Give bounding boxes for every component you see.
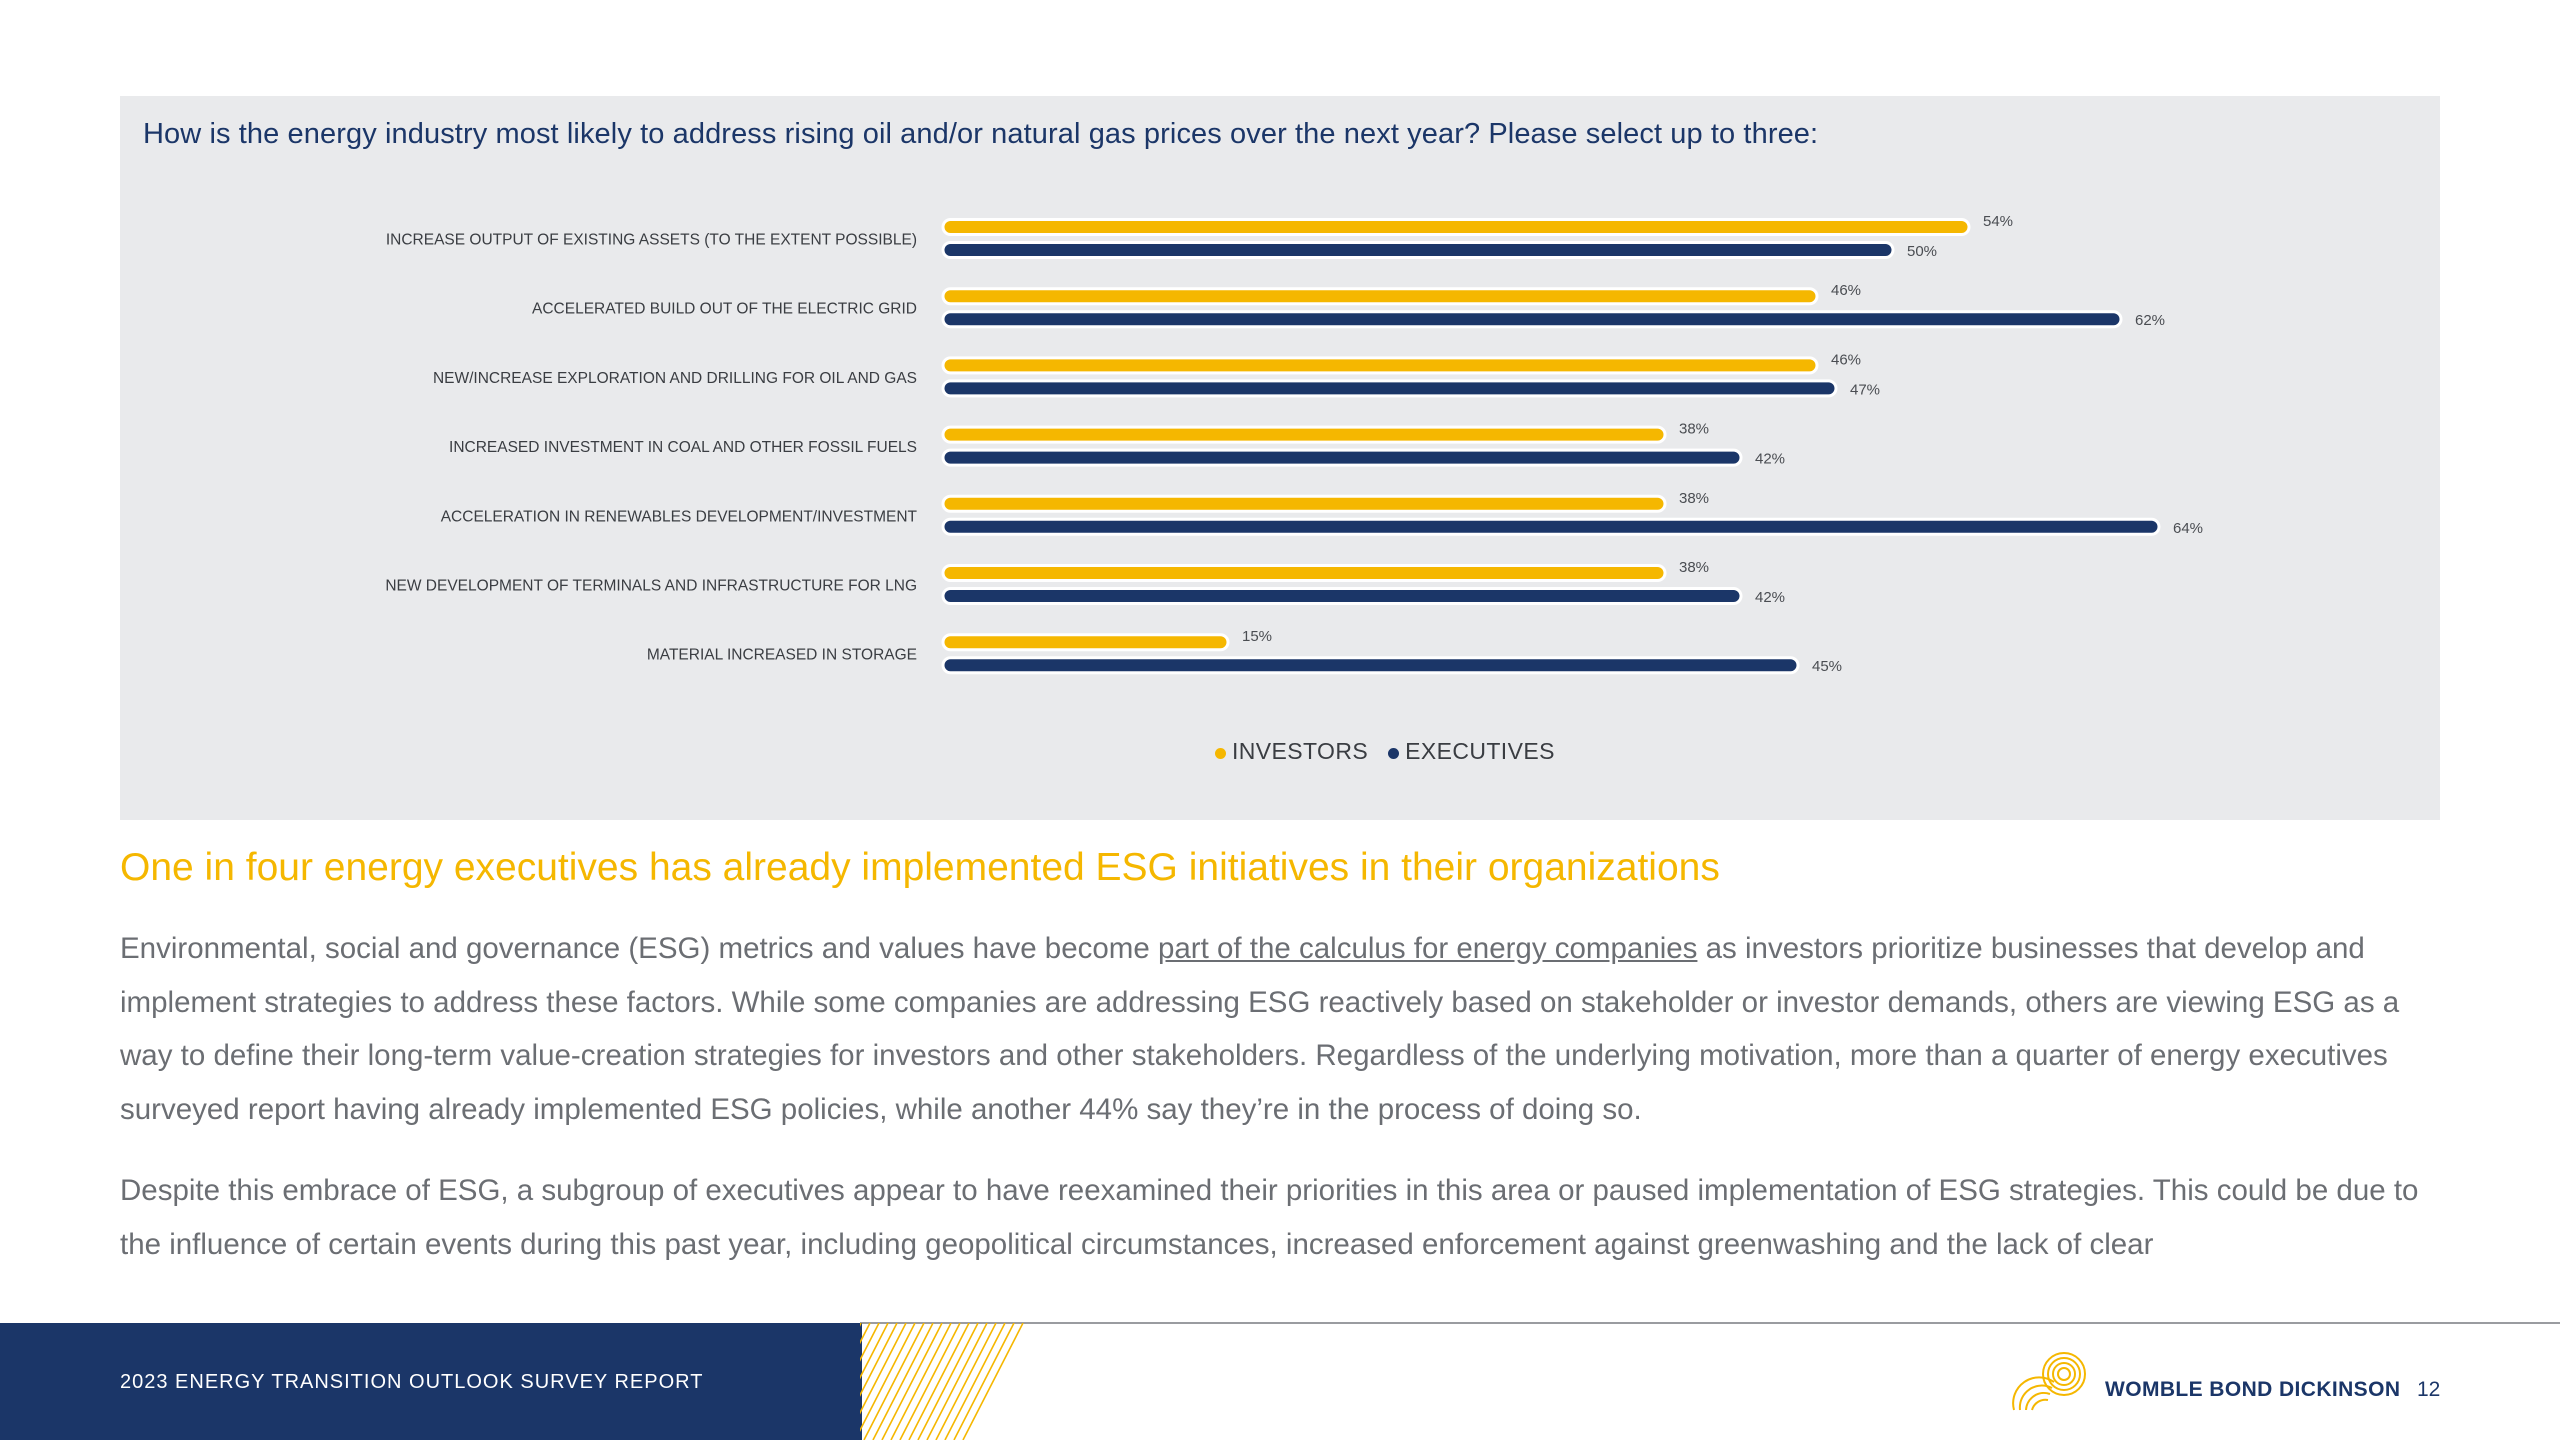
- footer-divider: [860, 1322, 2560, 1324]
- body-text: as investors prioritize businesses that …: [120, 932, 2400, 1126]
- page-number: 12: [2417, 1378, 2441, 1401]
- category-label: INCREASED INVESTMENT IN COAL AND OTHER F…: [449, 439, 917, 456]
- bar-investors: [941, 287, 1819, 306]
- legend-item-investors: INVESTORS: [1215, 738, 1368, 765]
- bar-investors: [941, 425, 1667, 444]
- category-label: NEW/INCREASE EXPLORATION AND DRILLING FO…: [433, 370, 917, 387]
- hatch-line: [944, 1323, 1006, 1440]
- bar-investors: [941, 564, 1667, 582]
- hatch-line: [860, 1323, 889, 1440]
- hatch-line: [881, 1323, 943, 1440]
- hatch-line: [926, 1323, 988, 1440]
- data-label-investors: 46%: [1831, 351, 1861, 368]
- data-label-investors: 38%: [1679, 490, 1709, 507]
- data-label-investors: 54%: [1983, 213, 2013, 230]
- bar-investors: [941, 633, 1230, 652]
- bar-executives: [941, 656, 1800, 675]
- hatch-line: [962, 1323, 1024, 1440]
- hatch-line: [860, 1323, 880, 1440]
- category-label: NEW DEVELOPMENT OF TERMINALS AND INFRAST…: [385, 578, 917, 595]
- hatch-line: [863, 1323, 925, 1440]
- legend-label-investors: INVESTORS: [1232, 738, 1369, 764]
- legend-item-executives: EXECUTIVES: [1388, 738, 1555, 765]
- hatch-line: [1016, 1323, 1030, 1440]
- section-heading: One in four energy executives has alread…: [120, 846, 1720, 889]
- hatch-line: [1007, 1323, 1030, 1440]
- legend-dot-investors: [1215, 747, 1226, 759]
- data-label-investors: 46%: [1831, 282, 1861, 299]
- data-label-executives: 47%: [1850, 381, 1880, 398]
- bar-executives: [941, 587, 1743, 605]
- hatch-line: [899, 1323, 961, 1440]
- category-label: ACCELERATION IN RENEWABLES DEVELOPMENT/I…: [441, 508, 918, 525]
- footer-report-title: 2023 ENERGY TRANSITION OUTLOOK SURVEY RE…: [120, 1371, 704, 1393]
- footer-band: [0, 1323, 862, 1440]
- hatch-line: [860, 1323, 907, 1440]
- body-paragraph-1: Environmental, social and governance (ES…: [120, 922, 2450, 1136]
- hatch-line: [917, 1323, 979, 1440]
- hatch-line: [935, 1323, 997, 1440]
- bar-executives: [941, 241, 1895, 259]
- data-label-executives: 50%: [1907, 243, 1937, 260]
- hatch-line: [908, 1323, 970, 1440]
- data-label-investors: 38%: [1679, 559, 1709, 576]
- hatch-line: [872, 1323, 934, 1440]
- hatch-line: [1025, 1323, 1030, 1440]
- bar-executives: [941, 310, 2123, 329]
- womble-logo-icon: [2012, 1352, 2086, 1411]
- hatch-line: [860, 1323, 916, 1440]
- data-label-executives: 42%: [1755, 451, 1785, 468]
- data-label-executives: 62%: [2135, 312, 2165, 329]
- hatch-line: [971, 1323, 1030, 1440]
- calculus-link[interactable]: part of the calculus for energy companie…: [1157, 932, 1698, 965]
- body-text: Environmental, social and governance (ES…: [120, 932, 1158, 965]
- hatch-line: [860, 1323, 871, 1440]
- footer-brand: WOMBLE BOND DICKINSON: [2105, 1378, 2401, 1401]
- hatch-line: [953, 1323, 1015, 1440]
- legend-dot-executives: [1388, 747, 1400, 759]
- bar-executives: [941, 448, 1743, 467]
- footer-hatch-pattern: [860, 1323, 1030, 1440]
- bar-executives: [941, 517, 2161, 536]
- category-label: INCREASE OUTPUT OF EXISTING ASSETS (TO T…: [386, 232, 917, 249]
- chart-legend: INVESTORS EXECUTIVES: [1215, 738, 1575, 765]
- body-paragraph-2: Despite this embrace of ESG, a subgroup …: [120, 1174, 2419, 1261]
- hatch-line: [890, 1323, 952, 1440]
- legend-label-executives: EXECUTIVES: [1405, 738, 1555, 764]
- data-label-investors: 38%: [1679, 421, 1709, 438]
- category-label: MATERIAL INCREASED IN STORAGE: [647, 647, 917, 664]
- bar-executives: [941, 379, 1838, 398]
- bar-investors: [941, 356, 1819, 375]
- bar-investors: [941, 218, 1971, 236]
- bar-investors: [941, 494, 1667, 513]
- chart-title: How is the energy industry most likely t…: [143, 118, 1819, 150]
- hatch-line: [860, 1323, 898, 1440]
- data-label-executives: 64%: [2173, 520, 2203, 537]
- data-label-investors: 15%: [1242, 628, 1272, 645]
- data-label-executives: 45%: [1812, 658, 1842, 675]
- data-label-executives: 42%: [1755, 589, 1785, 606]
- category-label: ACCELERATED BUILD OUT OF THE ELECTRIC GR…: [532, 301, 917, 318]
